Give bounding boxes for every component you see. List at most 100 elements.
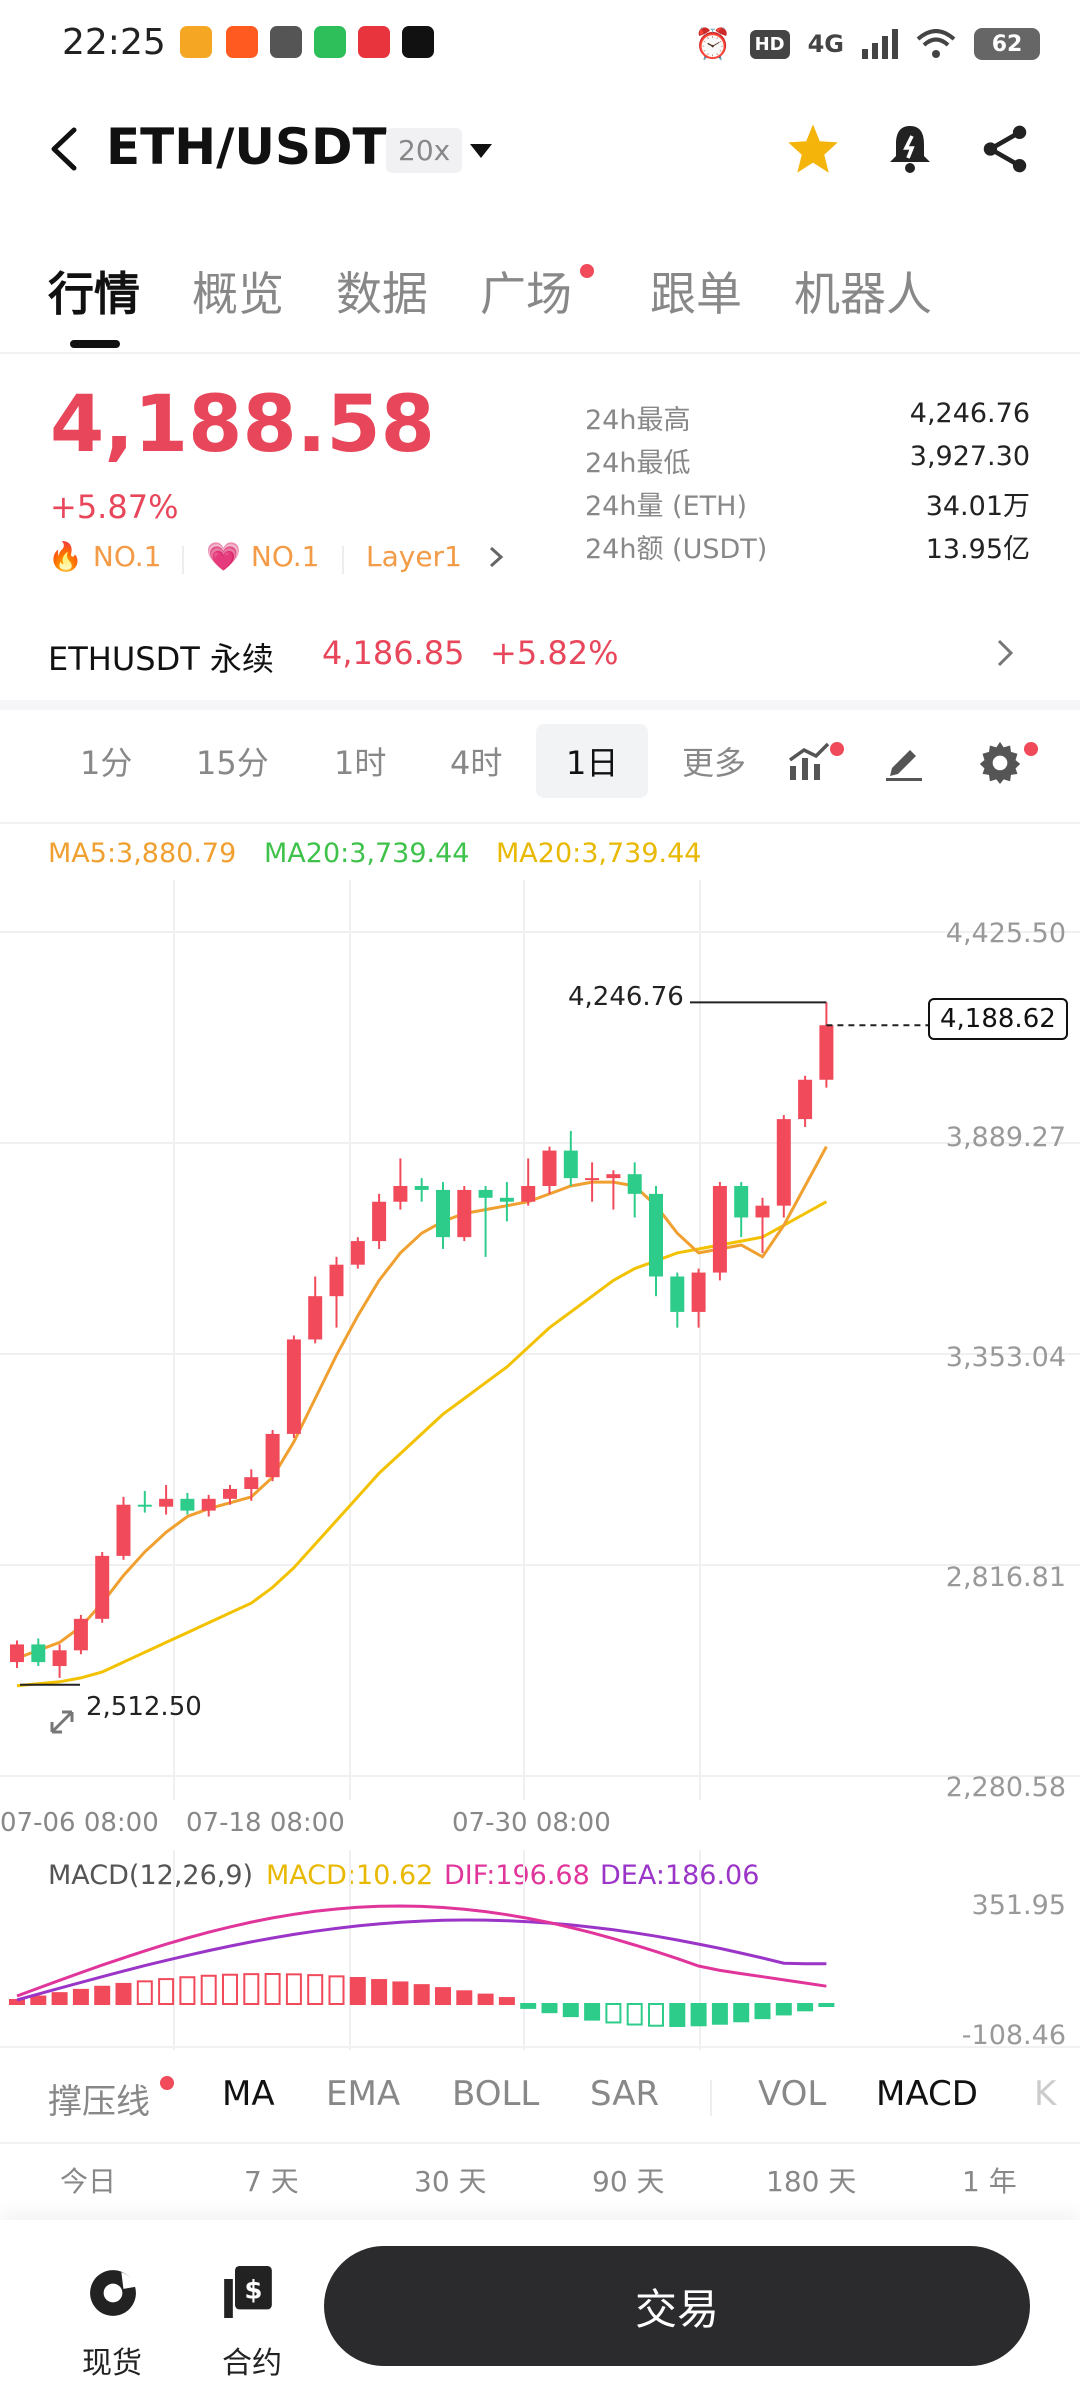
period-30d[interactable]: 30 天 [414, 2165, 487, 2198]
stat-high-value: 4,246.76 [909, 398, 1030, 429]
dif-value: DIF:196.68 [444, 1860, 590, 1891]
tab-square[interactable]: 广场 [480, 267, 572, 321]
candle-body [393, 1185, 408, 1202]
y-tick-1: 4,425.50 [945, 918, 1066, 949]
candle-body [414, 1185, 429, 1190]
leverage-badge[interactable]: 20x [386, 128, 463, 173]
tab-market[interactable]: 行情 [48, 267, 140, 321]
draw-pen-icon[interactable] [884, 742, 924, 782]
macd-bar [605, 2003, 622, 2024]
status-bar: 22:25 ⏰ HD 4G 62 [0, 0, 1080, 90]
candle-body [350, 1241, 365, 1265]
macd-bar [264, 1973, 281, 2005]
back-icon[interactable] [46, 126, 80, 172]
perpetual-row[interactable]: ETHUSDT 永续 4,186.85 +5.82% [0, 620, 1080, 700]
macd-y-bottom: -108.46 [961, 2020, 1066, 2051]
favorite-star-icon[interactable] [786, 122, 840, 174]
pair-dropdown-icon[interactable] [468, 142, 494, 160]
macd-bar [115, 1982, 132, 2006]
period-180d[interactable]: 180 天 [766, 2165, 857, 2198]
support-dot [160, 2076, 174, 2090]
candle-body [521, 1185, 536, 1202]
signal-icon [862, 29, 898, 59]
macd-bar [818, 2003, 835, 2007]
badge-hot[interactable]: 🔥 NO.1 [48, 540, 161, 573]
expand-chart-icon[interactable] [48, 1708, 76, 1736]
candle-body [95, 1555, 110, 1619]
timeframe-divider [0, 822, 1080, 824]
ma20-line [16, 1200, 828, 1688]
macd-bar [413, 1984, 430, 2006]
indicator-k[interactable]: K [1034, 2074, 1057, 2114]
macd-bar [498, 1997, 515, 2005]
macd-bar [648, 2003, 664, 2027]
candle-body [478, 1189, 493, 1198]
pair-title[interactable]: ETH/USDT [106, 118, 387, 176]
indicator-vol[interactable]: VOL [758, 2074, 827, 2114]
ma5-legend: MA5:3,880.79 [48, 838, 237, 869]
stat-turnover-value: 13.95亿 [925, 534, 1030, 565]
macd-bar [797, 2003, 814, 2012]
iqiyi-notification-icon [314, 26, 346, 58]
indicator-macd[interactable]: MACD [876, 2074, 978, 2114]
indicator-boll[interactable]: BOLL [452, 2074, 540, 2114]
stat-low-label: 24h最低 [585, 448, 691, 479]
alert-bell-icon[interactable] [886, 122, 934, 174]
taobao-notification-icon [226, 26, 258, 58]
period-90d[interactable]: 90 天 [592, 2165, 665, 2198]
contract-nav-button[interactable]: $ 合约 [194, 2220, 304, 2390]
timeframe-1h[interactable]: 1时 [334, 744, 387, 782]
candlestick-chart[interactable] [0, 880, 1080, 1800]
x-tick-2: 07-18 08:00 [186, 1808, 345, 1838]
macd-chart[interactable] [0, 1850, 1080, 2050]
share-icon[interactable] [980, 124, 1030, 174]
battery-indicator: 62 [974, 28, 1040, 60]
ma20-legend-yellow: MA20:3,739.44 [496, 838, 702, 869]
period-today[interactable]: 今日 [60, 2165, 117, 2198]
stat-volume-value: 34.01万 [925, 491, 1030, 522]
spot-nav-button[interactable]: 现货 [60, 2220, 170, 2390]
macd-divider [0, 2046, 1080, 2048]
indicator-ma[interactable]: MA [222, 2074, 275, 2114]
hd-icon: HD [749, 29, 790, 59]
spot-label: 现货 [82, 2346, 142, 2381]
badge-layer1[interactable]: Layer1 [366, 540, 504, 573]
wifi-icon [916, 29, 956, 58]
candle-body [372, 1201, 387, 1242]
indicator-sar[interactable]: SAR [590, 2074, 660, 2114]
indicator-chart-icon[interactable] [788, 742, 832, 782]
timeframe-15m[interactable]: 15分 [196, 744, 269, 782]
macd-bar [669, 2003, 686, 2027]
spot-icon [90, 2270, 136, 2316]
tab-active-indicator [70, 340, 120, 348]
timeframe-1d[interactable]: 1日 [536, 724, 649, 798]
tab-overview[interactable]: 概览 [192, 267, 284, 321]
badge-divider [182, 546, 184, 574]
stat-high-label: 24h最高 [585, 405, 691, 436]
stat-volume-label: 24h量 (ETH) [585, 491, 747, 522]
perpetual-change: +5.82% [490, 634, 619, 672]
tab-data[interactable]: 数据 [336, 267, 428, 321]
trade-button[interactable]: 交易 [324, 2246, 1030, 2366]
tab-copy-trade[interactable]: 跟单 [650, 267, 742, 321]
badge-hot-label: NO.1 [92, 540, 162, 573]
contract-icon: $ [224, 2266, 272, 2318]
indicator-ema[interactable]: EMA [326, 2074, 401, 2114]
candle-body [499, 1197, 514, 1202]
timeframe-1m[interactable]: 1分 [80, 744, 133, 782]
timeframe-more[interactable]: 更多 [682, 744, 747, 782]
timeframe-4h[interactable]: 4时 [450, 744, 503, 782]
macd-bar [435, 1987, 451, 2005]
period-1y[interactable]: 1 年 [962, 2165, 1017, 2198]
y-tick-4: 2,816.81 [945, 1562, 1066, 1593]
period-7d[interactable]: 7 天 [244, 2165, 299, 2198]
chart-markers [20, 1001, 928, 1686]
chart-settings-gear-icon[interactable] [978, 740, 1022, 784]
macd-bar [72, 1988, 89, 2005]
badge-favorite[interactable]: 💗 NO.1 [206, 540, 319, 573]
high-label: 4,246.76 [568, 982, 684, 1012]
indicator-support-resistance[interactable]: 撑压线 [48, 2082, 150, 2122]
ma5-line [16, 1145, 828, 1660]
macd-bar [285, 1973, 302, 2005]
tab-bots[interactable]: 机器人 [794, 267, 932, 321]
